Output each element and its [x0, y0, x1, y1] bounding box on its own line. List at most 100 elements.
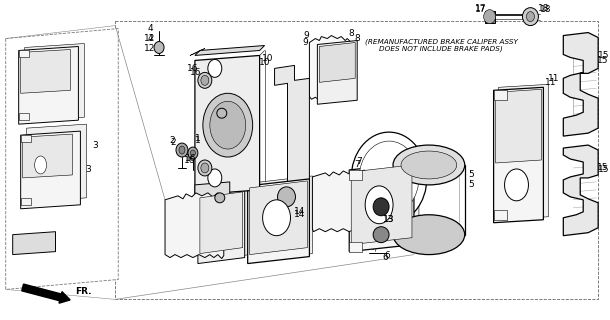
Text: 13: 13	[383, 215, 395, 224]
Ellipse shape	[278, 187, 295, 207]
Ellipse shape	[179, 146, 185, 154]
Text: 6: 6	[384, 251, 390, 260]
Polygon shape	[495, 89, 542, 163]
Polygon shape	[13, 232, 56, 255]
Text: 15: 15	[597, 56, 609, 65]
Polygon shape	[27, 124, 87, 202]
Text: 4: 4	[147, 34, 153, 43]
Ellipse shape	[203, 93, 253, 157]
Polygon shape	[195, 182, 230, 203]
Ellipse shape	[393, 145, 465, 185]
FancyArrow shape	[22, 284, 70, 303]
Ellipse shape	[359, 141, 419, 215]
Polygon shape	[493, 210, 506, 220]
Ellipse shape	[504, 169, 528, 201]
Ellipse shape	[365, 186, 393, 224]
Text: (REMANUFACTURED BRAKE CALIPER ASSY
DOES NOT INCLUDE BRAKE PADS): (REMANUFACTURED BRAKE CALIPER ASSY DOES …	[365, 38, 517, 52]
Ellipse shape	[35, 156, 46, 174]
Text: 17: 17	[475, 5, 486, 14]
Text: 15: 15	[597, 164, 609, 172]
Text: 7: 7	[354, 160, 360, 170]
Polygon shape	[248, 179, 309, 264]
Ellipse shape	[210, 101, 246, 149]
Text: 14: 14	[294, 210, 305, 219]
Text: 12: 12	[145, 34, 156, 43]
Text: 4: 4	[147, 24, 153, 33]
Ellipse shape	[373, 227, 389, 243]
Polygon shape	[165, 193, 224, 259]
Ellipse shape	[208, 169, 222, 187]
Polygon shape	[317, 41, 357, 104]
Ellipse shape	[484, 10, 495, 24]
Ellipse shape	[401, 151, 457, 179]
Text: 11: 11	[545, 78, 556, 87]
Text: 1: 1	[195, 133, 201, 143]
Polygon shape	[5, 28, 118, 289]
Text: 5: 5	[468, 180, 473, 189]
Text: 15: 15	[598, 51, 610, 60]
Ellipse shape	[208, 60, 222, 77]
Text: 16: 16	[190, 68, 202, 77]
Polygon shape	[195, 55, 260, 195]
Polygon shape	[19, 51, 29, 58]
Polygon shape	[309, 36, 351, 100]
Text: 6: 6	[382, 253, 388, 262]
Ellipse shape	[373, 198, 389, 216]
Polygon shape	[484, 11, 495, 23]
Polygon shape	[21, 131, 81, 209]
Text: 16: 16	[187, 64, 199, 73]
Text: 16: 16	[185, 154, 196, 163]
Text: 2: 2	[169, 136, 175, 145]
Polygon shape	[23, 134, 73, 178]
Ellipse shape	[263, 200, 290, 236]
Ellipse shape	[201, 76, 209, 85]
Ellipse shape	[215, 193, 224, 203]
Text: 10: 10	[262, 54, 273, 63]
Polygon shape	[24, 44, 84, 121]
Polygon shape	[493, 87, 544, 223]
Text: 17: 17	[475, 4, 486, 13]
Polygon shape	[19, 113, 29, 120]
Ellipse shape	[351, 132, 427, 224]
Polygon shape	[190, 49, 205, 55]
Polygon shape	[350, 163, 414, 252]
Text: 10: 10	[259, 58, 270, 67]
Ellipse shape	[526, 12, 534, 22]
Text: 3: 3	[93, 140, 98, 149]
Polygon shape	[19, 46, 79, 124]
Text: 18: 18	[540, 5, 551, 14]
Text: 7: 7	[356, 157, 362, 166]
Polygon shape	[203, 187, 249, 260]
Polygon shape	[253, 176, 312, 260]
Text: 8: 8	[354, 34, 360, 43]
Polygon shape	[21, 198, 30, 205]
Polygon shape	[249, 181, 307, 255]
Polygon shape	[351, 165, 412, 244]
Polygon shape	[563, 145, 598, 236]
Text: 14: 14	[294, 207, 305, 216]
Text: 9: 9	[303, 38, 308, 47]
Ellipse shape	[201, 163, 209, 173]
Polygon shape	[493, 90, 506, 100]
Polygon shape	[195, 45, 265, 55]
Polygon shape	[21, 135, 30, 142]
Text: 16: 16	[184, 156, 196, 164]
Text: 12: 12	[145, 44, 156, 53]
Text: 2: 2	[170, 138, 176, 147]
Ellipse shape	[176, 143, 188, 157]
Ellipse shape	[198, 160, 212, 176]
Text: 9: 9	[304, 31, 309, 40]
Ellipse shape	[198, 72, 212, 88]
Text: FR.: FR.	[76, 287, 92, 296]
Text: 15: 15	[598, 165, 610, 174]
Ellipse shape	[393, 215, 465, 255]
Text: 11: 11	[548, 74, 559, 83]
Polygon shape	[274, 65, 309, 198]
Text: 1: 1	[195, 136, 201, 145]
Ellipse shape	[154, 42, 164, 53]
Polygon shape	[198, 190, 245, 264]
Polygon shape	[312, 170, 370, 233]
Text: 18: 18	[537, 4, 549, 13]
Ellipse shape	[217, 108, 227, 118]
Polygon shape	[200, 192, 243, 253]
